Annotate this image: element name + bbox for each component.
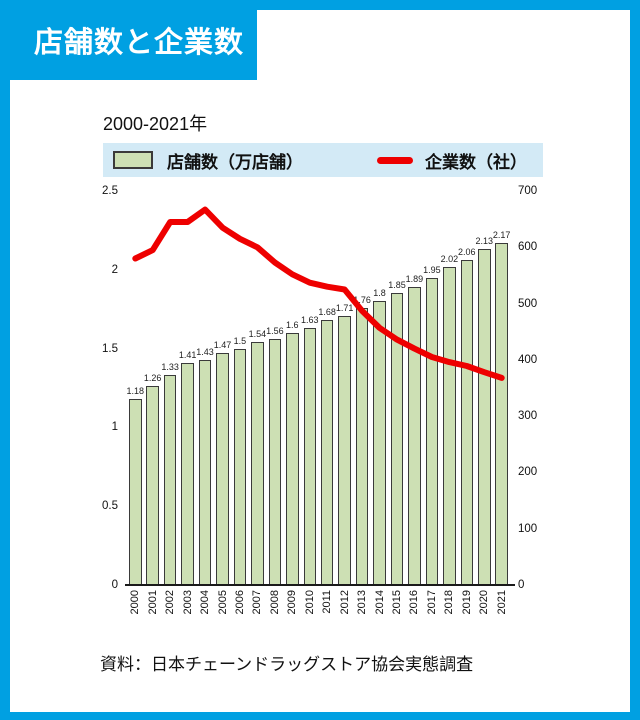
line-series-label: 企業数（社） bbox=[425, 152, 527, 172]
source-note: 資料：日本チェーンドラッグストア協会実態調査 bbox=[100, 655, 474, 674]
legend-bars-group: 店舗数（万店舗） bbox=[113, 148, 303, 173]
chart-legend: 店舗数（万店舗） 企業数（社） bbox=[103, 143, 543, 177]
bar-series-swatch-icon bbox=[113, 151, 153, 169]
legend-line-group: 企業数（社） bbox=[377, 148, 527, 173]
page-title: 店舗数と企業数 bbox=[34, 27, 245, 59]
chart-subtitle: 2000-2021年 bbox=[103, 114, 208, 134]
bar-series-label: 店舗数（万店舗） bbox=[167, 152, 303, 172]
line-series-swatch-icon bbox=[377, 156, 413, 164]
page-title-badge: 店舗数と企業数 bbox=[0, 0, 257, 80]
